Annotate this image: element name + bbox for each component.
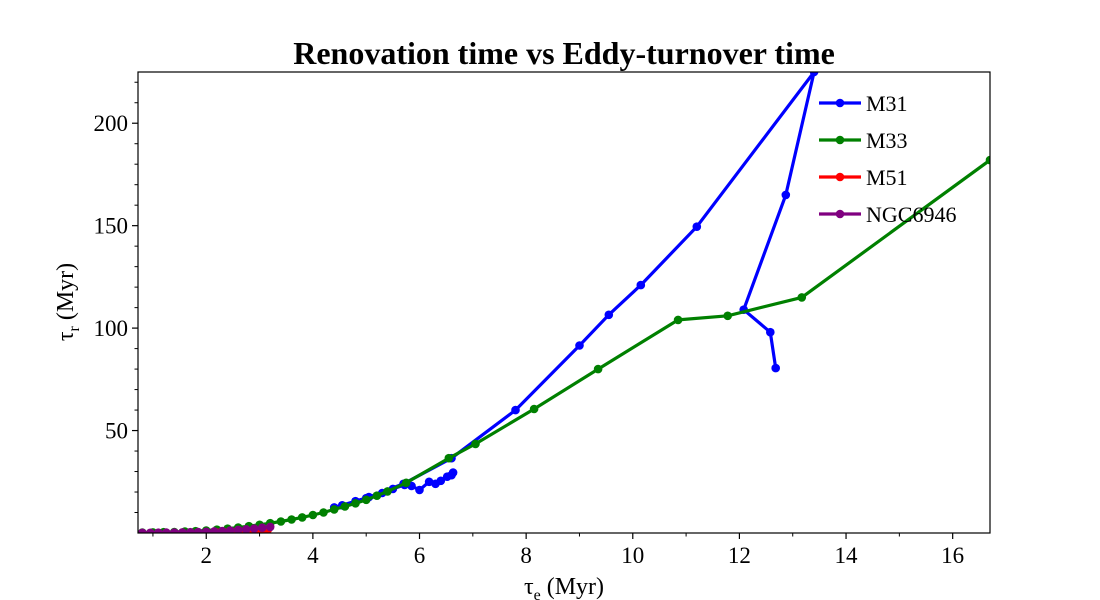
data-point-m33 — [401, 478, 411, 488]
data-point-m31 — [771, 363, 780, 373]
data-point-ngc6946 — [193, 527, 203, 533]
data-point-m33 — [329, 505, 339, 514]
data-point-m33 — [444, 453, 454, 463]
data-point-m31 — [781, 190, 791, 200]
series-layer — [138, 72, 990, 533]
chart-title: Renovation time vs Eddy-turnover time — [293, 35, 835, 71]
data-point-m33 — [351, 499, 360, 508]
legend-label: M31 — [866, 91, 908, 116]
data-point-ngc6946 — [178, 528, 187, 533]
x-axis-label: τe (Myr) — [524, 574, 604, 600]
legend-item-m31: M31 — [819, 91, 908, 116]
data-point-m31 — [604, 310, 614, 320]
x-tick-label: 4 — [307, 543, 319, 568]
data-point-m31 — [766, 327, 775, 337]
x-tick-label: 8 — [520, 543, 532, 568]
legend-marker — [835, 135, 845, 145]
legend-label: M33 — [866, 128, 908, 153]
data-point-m33 — [529, 404, 539, 414]
x-tick-label: 14 — [835, 543, 859, 568]
data-point-m33 — [308, 510, 318, 520]
data-point-m33 — [287, 515, 296, 524]
data-point-ngc6946 — [170, 528, 179, 533]
data-point-m33 — [723, 311, 732, 321]
data-point-ngc6946 — [209, 527, 219, 533]
legend: M31 M33 M51 NGC6946 — [819, 91, 956, 227]
series-line-m33 — [142, 158, 990, 533]
data-point-ngc6946 — [201, 527, 211, 533]
data-point-m31 — [809, 72, 819, 77]
plot-frame — [137, 71, 991, 534]
y-tick-label: 200 — [94, 111, 129, 136]
data-point-m33 — [276, 517, 286, 526]
legend-marker — [835, 172, 845, 182]
data-point-m31 — [424, 477, 434, 487]
data-point-m31 — [575, 341, 584, 350]
data-point-ngc6946 — [249, 524, 259, 533]
data-point-m33 — [797, 293, 807, 302]
data-point-ngc6946 — [217, 526, 227, 533]
data-point-ngc6946 — [146, 528, 155, 533]
x-tick-label: 16 — [941, 543, 964, 568]
data-point-m31 — [442, 472, 452, 482]
y-tick-label: 150 — [94, 214, 129, 239]
data-point-m33 — [372, 491, 382, 501]
data-point-m33 — [340, 502, 350, 511]
series-line-m31 — [332, 72, 816, 509]
x-tick-label: 2 — [200, 543, 212, 568]
data-point-ngc6946 — [162, 528, 171, 533]
x-tick-label: 12 — [728, 543, 751, 568]
data-point-ngc6946 — [241, 525, 251, 533]
data-point-m33 — [985, 155, 990, 165]
legend-label: NGC6946 — [866, 202, 956, 227]
legend-item-m51: M51 — [819, 165, 908, 190]
legend-label: M51 — [866, 165, 908, 190]
data-point-ngc6946 — [225, 526, 235, 533]
legend-item-ngc6946: NGC6946 — [819, 202, 956, 227]
data-point-m31 — [692, 222, 702, 231]
legend-marker — [835, 98, 845, 108]
x-tick-label: 10 — [621, 543, 644, 568]
data-point-m31 — [415, 485, 424, 495]
legend-item-m33: M33 — [819, 128, 908, 153]
data-point-m33 — [319, 508, 328, 517]
legend-marker — [835, 209, 845, 219]
data-point-ngc6946 — [257, 523, 267, 532]
data-point-m33 — [361, 495, 371, 505]
data-point-m31 — [636, 280, 646, 290]
y-tick-label: 100 — [94, 316, 129, 341]
data-point-ngc6946 — [186, 527, 195, 533]
y-axis-label: τr (Myr) — [53, 263, 83, 341]
data-point-ngc6946 — [154, 528, 163, 533]
data-point-ngc6946 — [265, 522, 275, 532]
x-tick-label: 6 — [414, 543, 426, 568]
data-point-m33 — [471, 439, 480, 449]
y-axis: 50 100 150 200 — [94, 81, 138, 514]
x-axis: 2 4 6 8 10 12 14 16 — [152, 533, 964, 568]
data-point-m31 — [511, 405, 520, 415]
data-point-m33 — [673, 315, 683, 325]
data-point-m33 — [593, 364, 603, 374]
y-tick-label: 50 — [105, 419, 128, 444]
data-point-ngc6946 — [233, 525, 243, 533]
data-point-m33 — [297, 513, 307, 522]
data-point-ngc6946 — [138, 528, 147, 533]
data-point-m33 — [383, 487, 392, 496]
